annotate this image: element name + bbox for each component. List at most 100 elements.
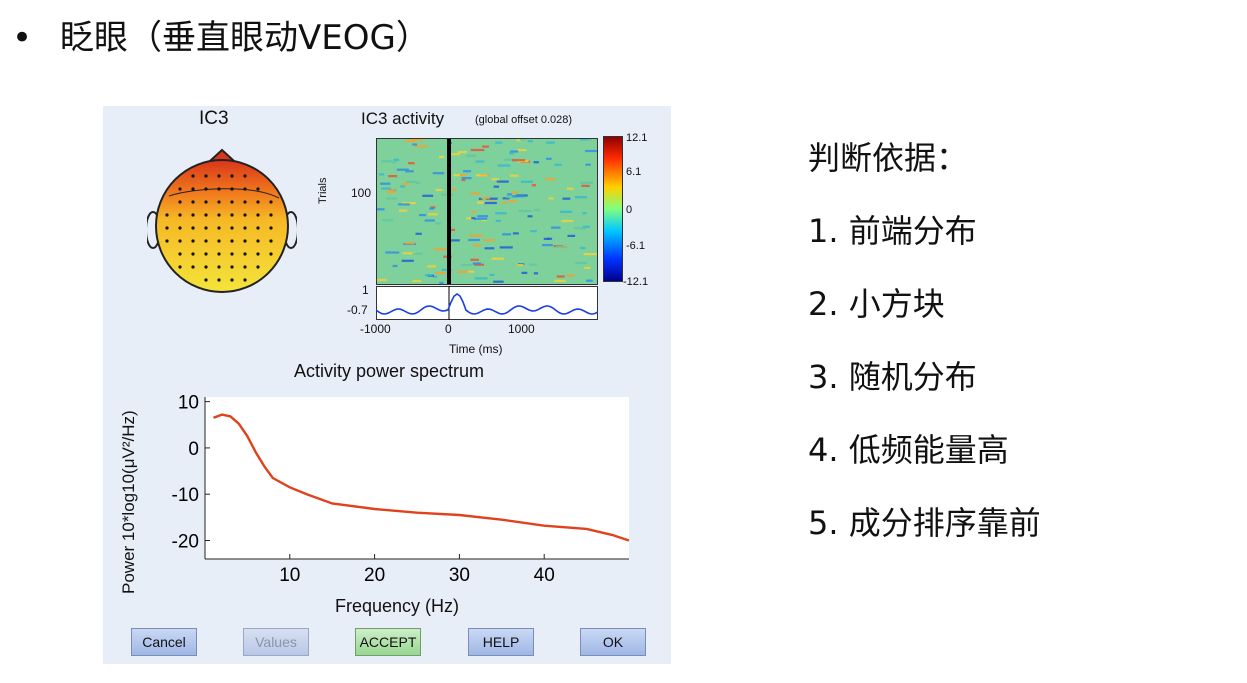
electrode-dot	[256, 200, 260, 204]
erp-image-streak	[489, 273, 495, 276]
electrode-dot	[217, 278, 221, 282]
erp-image-streak	[519, 138, 526, 141]
erp-image-streak	[411, 138, 425, 141]
erp-image-streak	[521, 271, 528, 274]
ok-button[interactable]: OK	[580, 628, 646, 656]
erp-image-streak	[463, 170, 471, 173]
erp-image-streak	[439, 281, 444, 284]
electrode-dot	[191, 200, 195, 204]
electrode-dot	[269, 200, 273, 204]
erp-image-streak	[546, 141, 555, 144]
erp-image-streak	[475, 160, 485, 163]
erp-image-streak	[471, 217, 476, 220]
erp-image-streak	[478, 197, 483, 200]
erp-image-streak	[472, 262, 482, 265]
bullet: •	[12, 18, 33, 58]
erp-image-streak	[474, 277, 488, 280]
electrode-dot	[191, 226, 195, 230]
erp-image-streak	[518, 209, 532, 212]
electrode-dot	[217, 187, 221, 191]
erp-image-streak	[449, 153, 460, 156]
electrode-dot	[230, 213, 234, 217]
erp-image-streak	[527, 140, 533, 143]
criteria-item: 3. 随机分布	[808, 358, 977, 396]
electrode-dot	[256, 239, 260, 243]
erp-image-streak	[497, 164, 511, 167]
erp-image-streak	[567, 187, 574, 190]
electrode-dot	[204, 265, 208, 269]
erp-image-streak	[493, 185, 500, 188]
erp-image-streak	[520, 180, 533, 183]
accept-button[interactable]: ACCEPT	[355, 628, 421, 656]
electrode-dot	[230, 174, 234, 178]
erp-image-streak	[580, 246, 586, 250]
electrode-dot	[204, 213, 208, 217]
erp-image-streak	[516, 139, 521, 142]
values-button[interactable]: Values	[243, 628, 309, 656]
electrode-dot	[191, 187, 195, 191]
erp-image-streak	[502, 197, 510, 200]
trials-label: Trials	[317, 177, 329, 204]
electrode-dot	[243, 278, 247, 282]
erp-image-streak	[474, 217, 488, 220]
erp-image-streak	[484, 201, 497, 205]
erp-image-streak	[581, 184, 590, 187]
erp-image-streak	[499, 246, 513, 249]
erp-image-streak	[404, 242, 415, 245]
electrode-dot	[178, 187, 182, 191]
scalp-topography	[147, 148, 297, 293]
erp-image-streak	[416, 181, 421, 184]
erp-image-streak	[493, 280, 504, 283]
erp-image-streak	[580, 138, 588, 141]
spectrum-xlabel: Frequency (Hz)	[335, 596, 460, 616]
erp-image-streak	[471, 210, 477, 214]
erp-image-streak	[512, 195, 525, 198]
electrode-dot	[204, 200, 208, 204]
erp-image-streak	[399, 209, 408, 212]
erp-image-streak	[517, 149, 527, 152]
erp-image-streak	[402, 202, 416, 205]
erp-trace	[376, 286, 598, 320]
spectrum-series-line	[213, 413, 630, 542]
electrode-dot	[243, 200, 247, 204]
spectrum-ytick-label: -20	[172, 531, 199, 552]
topo-title: IC3	[199, 108, 229, 129]
electrode-dot	[256, 187, 260, 191]
erp-xtick-2: 0	[445, 322, 452, 336]
erp-image-streak	[533, 161, 539, 164]
erp-image-streak	[419, 214, 427, 217]
erp-xtick-3: 1000	[508, 322, 535, 336]
erp-image-streak	[474, 263, 484, 266]
erp-image-streak	[573, 227, 586, 230]
erp-image-streak	[429, 207, 434, 210]
erp-image-streak	[491, 178, 499, 181]
erp-image-streak	[530, 230, 537, 233]
erp-image-streak	[510, 150, 519, 153]
erp-image-streak	[401, 182, 411, 185]
colorbar-tick-4: -6.1	[626, 240, 645, 252]
erp-image-streak	[400, 185, 406, 188]
electrode-dot	[269, 213, 273, 217]
electrode-dot	[243, 265, 247, 269]
cancel-button[interactable]: Cancel	[131, 628, 197, 656]
erp-image-streak	[466, 154, 476, 157]
erp-image-streak	[567, 234, 576, 237]
erp-image-streak	[404, 139, 417, 142]
component-properties-window: IC3 IC3 activity (global offset 0.028) T…	[103, 106, 671, 664]
help-button[interactable]: HELP	[468, 628, 534, 656]
electrode-dot	[217, 174, 221, 178]
erp-image-streak	[561, 220, 569, 223]
erp-image-streak	[511, 191, 519, 194]
erp-image-streak	[477, 215, 489, 218]
erp-image-streak	[560, 210, 573, 213]
electrode-dot	[204, 252, 208, 256]
erp-image-streak	[439, 155, 445, 158]
erp-image-streak	[434, 248, 447, 251]
erp-image-streak	[376, 208, 385, 211]
erp-image-streak	[450, 239, 460, 242]
erp-image-streak	[566, 274, 575, 277]
erp-image-streak	[401, 259, 414, 262]
erp-image-streak	[407, 162, 415, 165]
electrode-dot	[178, 213, 182, 217]
erp-image-streak	[504, 158, 515, 161]
